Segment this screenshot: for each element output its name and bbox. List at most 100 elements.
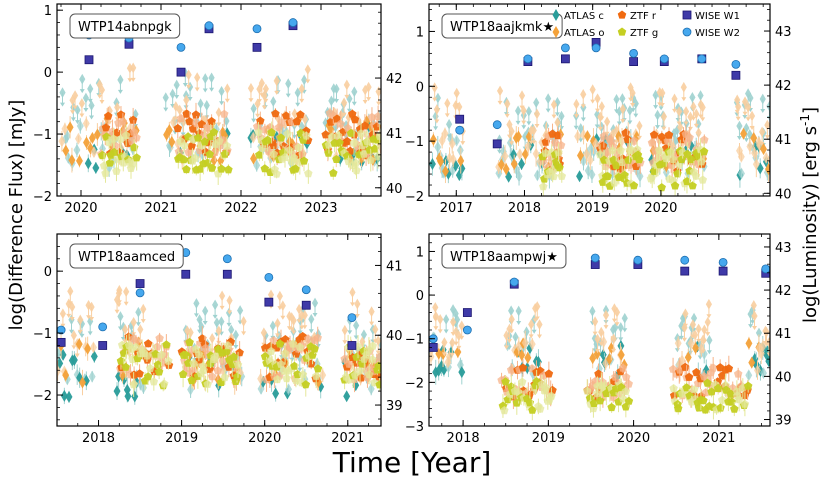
upper-limit-arrowhead bbox=[130, 77, 136, 82]
upper-limit-point bbox=[704, 316, 711, 328]
data-point-ztf-g bbox=[224, 165, 233, 174]
data-point-ztf-g bbox=[121, 362, 130, 371]
upper-limit-point bbox=[433, 104, 440, 115]
data-point-wise-w2 bbox=[264, 272, 274, 282]
data-point-atlas-c bbox=[124, 390, 132, 403]
data-point-wise-w1 bbox=[680, 266, 690, 276]
upper-limit-arrowhead bbox=[594, 124, 600, 129]
data-point-atlas-o bbox=[62, 144, 70, 157]
data-point-atlas-o bbox=[319, 369, 327, 382]
upper-limit-arrowhead bbox=[193, 313, 199, 318]
upper-limit-arrowhead bbox=[297, 330, 303, 335]
upper-limit-arrowhead bbox=[353, 335, 359, 340]
upper-limit-point bbox=[659, 87, 666, 99]
data-point-ztf-r bbox=[303, 334, 313, 343]
data-point-atlas-o bbox=[748, 356, 756, 369]
panel-wtp18aampwj: 2018 2019 2020 2021 −3 −2 −1 0 1 39 40 41 42 43 WTP18a… bbox=[405, 233, 792, 446]
upper-limit-point bbox=[676, 106, 683, 117]
upper-limit-point bbox=[137, 324, 144, 335]
data-point-wise-w2 bbox=[301, 285, 311, 295]
upper-limit-arrowhead bbox=[534, 316, 540, 321]
data-point-ztf-g bbox=[282, 374, 291, 383]
upper-limit-point bbox=[140, 303, 147, 315]
panel-title: WTP14abnpgk bbox=[69, 13, 181, 39]
data-point-wise-w2 bbox=[718, 257, 728, 267]
upper-limit-point bbox=[209, 333, 216, 344]
upper-limit-arrowhead bbox=[289, 357, 295, 362]
upper-limit-arrowhead bbox=[682, 323, 688, 328]
upper-limit-arrowhead bbox=[630, 103, 636, 108]
upper-limit-arrowhead bbox=[764, 135, 770, 140]
data-point-ztf-r bbox=[724, 364, 734, 373]
upper-limit-arrowhead bbox=[766, 352, 770, 357]
upper-limit-arrowhead bbox=[742, 111, 748, 116]
upper-limit-arrowhead bbox=[622, 328, 628, 333]
upper-limit-arrowhead bbox=[766, 116, 770, 121]
y-right-tick-label: 43 bbox=[775, 25, 792, 40]
data-point-ztf-g bbox=[154, 367, 164, 376]
upper-limit-point bbox=[333, 83, 340, 95]
data-point-atlas-o bbox=[592, 137, 600, 150]
upper-limit-point bbox=[224, 83, 231, 95]
x-tick-label: 2022 bbox=[224, 201, 257, 216]
upper-limit-point bbox=[594, 93, 601, 105]
data-point-wise-w2 bbox=[659, 54, 669, 64]
upper-limit-point bbox=[699, 101, 706, 113]
upper-limit-arrowhead bbox=[497, 100, 503, 105]
upper-limit-point bbox=[375, 335, 381, 346]
upper-limit-arrowhead bbox=[127, 353, 133, 358]
upper-limit-arrowhead bbox=[683, 121, 689, 126]
upper-limit-point bbox=[621, 312, 628, 324]
data-point-ztf-g bbox=[205, 149, 215, 158]
upper-limit-point bbox=[372, 324, 379, 335]
data-point-atlas-o bbox=[583, 130, 591, 143]
data-point-ztf-g bbox=[109, 134, 118, 143]
data-point-ztf-g bbox=[620, 170, 629, 179]
upper-limit-point bbox=[580, 88, 587, 100]
upper-limit-point bbox=[518, 90, 526, 101]
upper-limit-arrowhead bbox=[743, 138, 749, 143]
data-point-atlas-o bbox=[501, 150, 509, 163]
data-point-wise-w1 bbox=[629, 57, 638, 66]
upper-limit-point bbox=[162, 92, 169, 103]
upper-limit-point bbox=[117, 311, 124, 322]
panel-wtp14abnpgk: 2020 2021 2022 2023 −2 −1 0 1 40 41 42 WTP14abnpgk bbox=[33, 3, 403, 216]
data-point-ztf-g bbox=[182, 165, 191, 174]
data-point-ztf-r bbox=[269, 336, 278, 345]
upper-limit-arrowhead bbox=[509, 141, 515, 146]
data-point-ztf-r bbox=[219, 109, 229, 118]
data-point-ztf-g bbox=[716, 403, 725, 412]
upper-limit-arrowhead bbox=[79, 89, 85, 94]
upper-limit-arrowhead bbox=[346, 108, 352, 113]
axes-frame bbox=[56, 233, 382, 427]
upper-limit-point bbox=[594, 333, 601, 345]
upper-limit-arrowhead bbox=[592, 331, 598, 336]
x-tick-label: 2018 bbox=[82, 431, 115, 446]
upper-limit-point bbox=[573, 98, 580, 110]
upper-limit-arrowhead bbox=[366, 97, 372, 102]
panel-title-text: WTP18aajkmk★ bbox=[450, 20, 554, 35]
data-point-atlas-c bbox=[113, 385, 121, 398]
data-point-wise-w2 bbox=[629, 48, 638, 58]
data-point-atlas-o bbox=[750, 131, 758, 144]
data-point-ztf-r bbox=[191, 110, 201, 119]
data-point-ztf-g bbox=[649, 166, 659, 175]
data-point-ztf-r bbox=[336, 119, 345, 128]
data-point-ztf-g bbox=[657, 183, 666, 192]
y-right-tick-label: 39 bbox=[775, 414, 792, 429]
upper-limit-arrowhead bbox=[611, 348, 617, 353]
upper-limit-point bbox=[343, 79, 350, 91]
data-point-ztf-r bbox=[618, 363, 628, 372]
data-point-atlas-c bbox=[576, 170, 584, 183]
upper-limit-point bbox=[545, 93, 552, 104]
upper-limit-arrowhead bbox=[559, 126, 565, 131]
data-point-ztf-r bbox=[306, 359, 316, 368]
data-point-atlas-o bbox=[521, 148, 529, 161]
upper-limit-arrowhead bbox=[433, 126, 439, 131]
data-point-atlas-o bbox=[457, 154, 465, 167]
data-point-ztf-g bbox=[687, 154, 696, 164]
data-point-ztf-g bbox=[374, 361, 381, 370]
legend-label: ZTF r bbox=[630, 11, 657, 22]
y-tick-label: −1 bbox=[405, 333, 424, 348]
